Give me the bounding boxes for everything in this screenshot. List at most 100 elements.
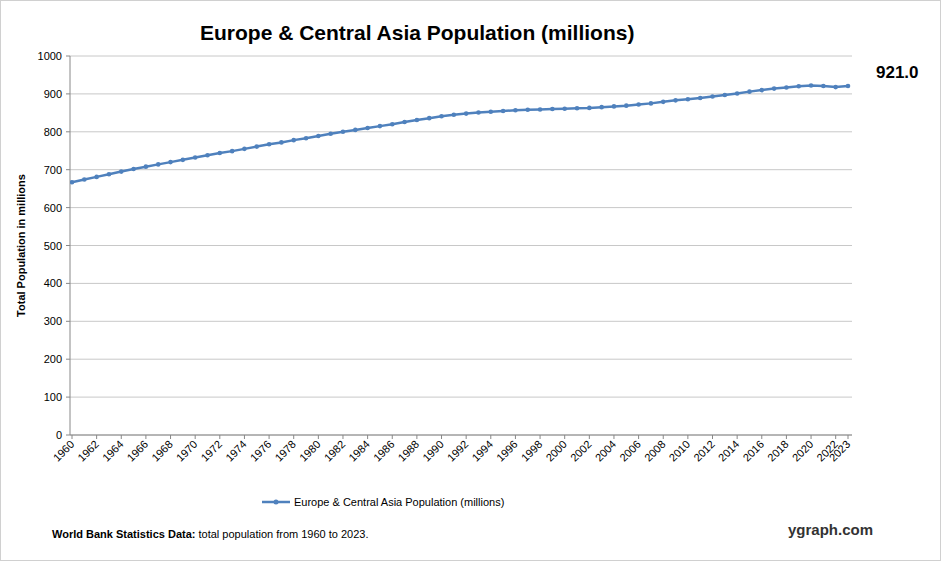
tick-mark — [66, 131, 70, 132]
x-tick-label: 2012 — [691, 438, 717, 464]
x-tick-label: 2023 — [827, 438, 853, 464]
source: World Bank Statistics Data: total popula… — [52, 528, 369, 540]
point — [131, 167, 136, 172]
point — [624, 103, 629, 108]
point — [427, 116, 432, 121]
point — [218, 151, 223, 156]
tick-mark — [72, 435, 73, 439]
point — [488, 109, 493, 114]
tick-mark — [564, 435, 565, 439]
point — [390, 122, 395, 127]
x-tick-label: 1990 — [420, 438, 446, 464]
legend-label: Europe & Central Asia Population (millio… — [294, 496, 504, 508]
source-label: World Bank Statistics Data: — [52, 528, 195, 540]
point — [525, 108, 530, 113]
y-tick-label: 200 — [44, 353, 62, 365]
grid-line — [70, 359, 852, 360]
x-tick-label: 2004 — [593, 438, 619, 464]
y-tick-label: 800 — [44, 126, 62, 138]
tick-mark — [170, 435, 171, 439]
point — [452, 112, 457, 117]
x-tick-label: 1960 — [51, 438, 77, 464]
x-tick-label: 1992 — [445, 438, 471, 464]
tick-mark — [219, 435, 220, 439]
tick-mark — [66, 169, 70, 170]
grid-line — [70, 397, 852, 398]
x-tick-label: 1966 — [125, 438, 151, 464]
point — [94, 175, 99, 180]
x-tick-label: 1976 — [248, 438, 274, 464]
tick-mark — [66, 321, 70, 322]
tick-mark — [66, 283, 70, 284]
tick-mark — [66, 245, 70, 246]
point — [587, 106, 592, 111]
point — [70, 180, 74, 185]
x-tick-label: 1984 — [346, 438, 372, 464]
point — [649, 101, 654, 106]
x-tick-label: 1962 — [75, 438, 101, 464]
point — [476, 110, 481, 115]
tick-mark — [663, 435, 664, 439]
point — [291, 138, 296, 143]
y-tick-label: 300 — [44, 315, 62, 327]
point — [254, 144, 259, 149]
point — [772, 86, 777, 91]
point — [267, 142, 272, 147]
tick-mark — [737, 435, 738, 439]
tick-mark — [66, 435, 70, 436]
point — [328, 131, 333, 136]
tick-mark — [145, 435, 146, 439]
point — [341, 130, 346, 135]
x-tick-label: 2006 — [617, 438, 643, 464]
point — [279, 140, 284, 145]
tick-mark — [712, 435, 713, 439]
tick-mark — [66, 207, 70, 208]
y-tick-label: 1000 — [38, 50, 62, 62]
chart: Europe & Central Asia Population (millio… — [0, 0, 941, 561]
x-tick-label: 1968 — [149, 438, 175, 464]
x-tick-label: 2018 — [765, 438, 791, 464]
x-axis — [70, 435, 852, 436]
source-text: total population from 1960 to 2023. — [195, 528, 368, 540]
x-tick-label: 1974 — [223, 438, 249, 464]
x-tick-label: 1994 — [469, 438, 495, 464]
legend-marker — [274, 500, 279, 505]
point — [821, 84, 826, 89]
point — [723, 93, 728, 98]
tick-mark — [318, 435, 319, 439]
point — [304, 136, 309, 141]
x-tick-label: 1988 — [396, 438, 422, 464]
x-tick-label: 2020 — [790, 438, 816, 464]
x-tick-label: 1972 — [198, 438, 224, 464]
tick-mark — [848, 435, 849, 439]
x-tick-label: 1996 — [494, 438, 520, 464]
y-tick-label: 400 — [44, 277, 62, 289]
point — [710, 94, 715, 99]
tick-mark — [66, 397, 70, 398]
x-tick-label: 1998 — [519, 438, 545, 464]
point — [242, 147, 247, 152]
brand: ygraph.com — [788, 521, 873, 538]
point — [747, 89, 752, 94]
tick-mark — [761, 435, 762, 439]
point — [698, 96, 703, 101]
point — [144, 164, 149, 169]
x-tick-label: 2008 — [642, 438, 668, 464]
x-tick-label: 1964 — [100, 438, 126, 464]
x-tick-label: 2002 — [568, 438, 594, 464]
point — [562, 106, 567, 111]
point — [365, 126, 370, 131]
grid-line — [70, 283, 852, 284]
tick-mark — [515, 435, 516, 439]
point — [538, 107, 543, 112]
tick-mark — [244, 435, 245, 439]
tick-mark — [416, 435, 417, 439]
grid-line — [70, 131, 852, 132]
point — [501, 109, 506, 114]
tick-mark — [441, 435, 442, 439]
point — [168, 160, 173, 165]
y-tick-label: 0 — [56, 429, 62, 441]
point — [230, 149, 235, 154]
tick-mark — [121, 435, 122, 439]
point — [181, 158, 186, 163]
